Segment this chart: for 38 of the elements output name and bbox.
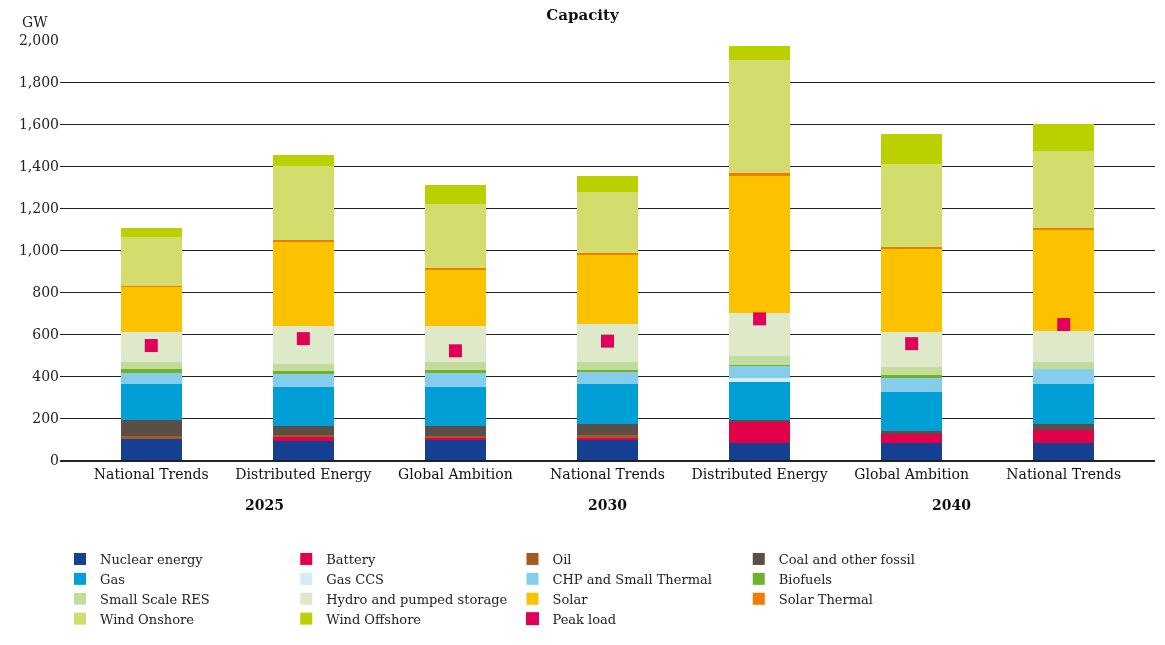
text: 2040 <box>932 497 972 513</box>
y-tick-label: 400 <box>32 367 59 384</box>
x-tick-label: National Trends <box>550 465 665 482</box>
legend-label: Wind Onshore <box>100 611 195 627</box>
legend-label: Biofuels <box>778 571 833 587</box>
legend-label: Gas <box>100 571 125 587</box>
y-tick-label: 600 <box>32 325 59 342</box>
y-tick-label: 1,000 <box>18 241 59 258</box>
legend-label: Small Scale RES <box>100 591 210 607</box>
legend-label: Battery <box>326 552 376 568</box>
legend-label: Solar <box>552 591 589 607</box>
x-tick-label: Distributed Energy <box>691 465 828 482</box>
y-tick-label: 1,200 <box>18 199 59 216</box>
legend-label: Peak load <box>552 611 617 627</box>
y-tick-label: 1,400 <box>18 157 59 174</box>
legend-label: Oil <box>552 552 572 568</box>
y-tick-label: 0 <box>50 451 59 468</box>
legend-label: Coal and other fossil <box>778 552 915 568</box>
x-tick-label: Global Ambition <box>398 465 513 482</box>
legend-label: CHP and Small Thermal <box>552 571 712 587</box>
y-tick-label: 2,000 <box>18 31 59 48</box>
x-tick-label: National Trends <box>1006 465 1122 482</box>
y-tick-label: 200 <box>32 409 59 426</box>
text: 2030 <box>588 497 628 513</box>
y-tick-label: 1,800 <box>18 73 59 90</box>
y-tick-label: 800 <box>32 283 59 300</box>
x-tick-label: Distributed Energy <box>235 465 372 482</box>
y-tick-label: 1,600 <box>18 115 59 132</box>
x-tick-label: National Trends <box>93 465 209 482</box>
x-tick-label: Global Ambition <box>854 465 970 482</box>
legend-label: Solar Thermal <box>778 591 873 607</box>
text: 2025 <box>245 497 284 513</box>
legend-label: Hydro and pumped storage <box>326 591 508 607</box>
y-axis-title: GW <box>22 14 49 30</box>
legend-label: Nuclear energy <box>100 552 204 568</box>
legend-label: Gas CCS <box>326 571 384 587</box>
legend-label: Wind Offshore <box>326 611 422 627</box>
chart-title: Capacity <box>546 6 620 25</box>
